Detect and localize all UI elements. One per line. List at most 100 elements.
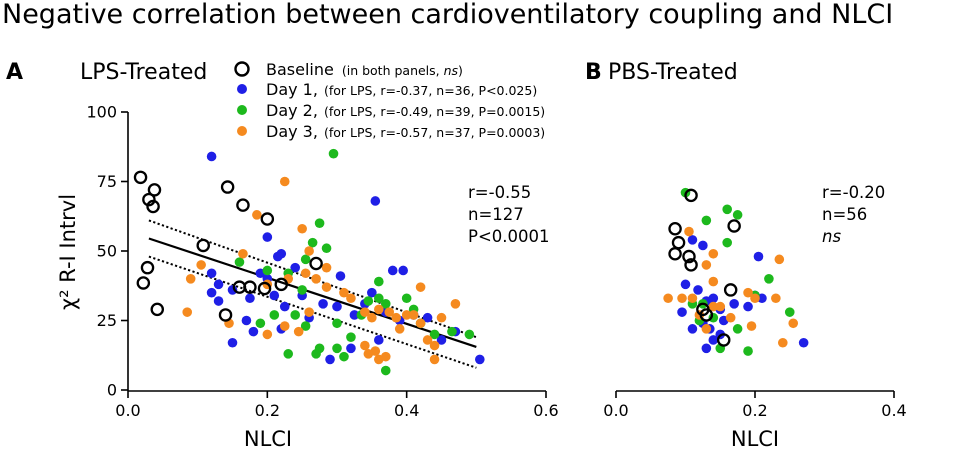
panel-b-stat-ns: ns [822, 227, 841, 246]
panel-a-lps: A LPS-Treated 0.0 0.2 0.4 0.6 0 25 50 75 100 r=-… [6, 60, 559, 449]
panel-a-point-day2 [429, 329, 440, 340]
panel-b-point-baseline [684, 258, 698, 272]
panel-a-point-day3 [262, 329, 273, 340]
panel-a-point-baseline [140, 260, 155, 275]
panel-b-point-day2 [764, 274, 774, 284]
panel-a-point-day1 [206, 287, 217, 298]
panel-a-point-baseline [142, 192, 156, 207]
panel-b-point-day3 [708, 248, 719, 259]
panel-a-axes: 0.0 0.2 0.4 0.6 0 25 50 75 100 [86, 103, 558, 421]
panel-a-point-day3 [279, 176, 290, 187]
panel-a-point-day2 [401, 293, 412, 304]
panel-a-point-day3 [346, 293, 356, 304]
panel-b-xlabel: NLCI [731, 427, 779, 449]
panel-b-point-day1 [680, 279, 691, 290]
panel-a-point-day2 [307, 237, 318, 248]
panel-a-point-baseline [218, 308, 233, 322]
panel-a-point-day1 [387, 265, 398, 276]
panel-a-point-day3 [436, 312, 447, 323]
panel-b-point-day2 [722, 237, 732, 248]
panel-b-point-day1 [677, 307, 687, 317]
panel-b-point-day3 [708, 301, 719, 312]
panel-b-stat-n: n=56 [822, 205, 867, 224]
panel-a-point-day2 [332, 343, 342, 354]
panel-b-point-day1 [753, 251, 764, 262]
panel-b-point-day3 [743, 287, 753, 298]
panel-a-ylabel: χ² R-I Intrvl [56, 194, 80, 310]
panel-a-point-day2 [447, 326, 457, 337]
panel-a-point-day1 [262, 232, 273, 242]
legend-note-baseline-prefix: (in both panels, [342, 63, 444, 78]
panel-a-point-day2 [283, 349, 294, 359]
panel-a-point-day1 [367, 287, 377, 298]
panel-a-point-day1 [332, 301, 342, 312]
panel-a-point-day3 [415, 318, 426, 329]
panel-a-point-day2 [380, 365, 391, 376]
panel-a-point-day3 [384, 307, 395, 317]
panel-a-point-day3 [279, 321, 290, 331]
panel-b-point-day1 [701, 343, 712, 354]
panel-b-point-day3 [677, 293, 687, 304]
panel-b-point-day2 [784, 307, 795, 317]
panel-a-x-tick-label: 0.2 [255, 401, 280, 420]
panel-a-point-day3 [321, 282, 332, 292]
panel-a-point-day3 [339, 287, 349, 298]
panel-a-point-day2 [290, 310, 301, 320]
panel-a-point-day1 [318, 299, 328, 309]
panel-a-point-day3 [293, 326, 304, 337]
panel-a-point-day1 [422, 312, 433, 323]
panel-a-x-tick-label: 0.0 [115, 401, 140, 420]
panel-a-point-day2 [262, 265, 273, 276]
panel-a-point-day2 [321, 243, 332, 254]
panel-b-point-baseline [668, 247, 682, 261]
legend-marker-baseline [234, 61, 250, 77]
panel-a-point-day2 [328, 148, 339, 159]
panel-b-point-day2 [743, 346, 753, 356]
legend-note-baseline-suffix: ) [458, 63, 463, 78]
figure-title: Negative correlation between cardioventi… [2, 0, 894, 30]
panel-a-point-day3 [429, 354, 440, 365]
panel-b-point-day1 [743, 301, 753, 312]
legend-label-day1: Day 1, [266, 80, 318, 99]
panel-a-point-day1 [370, 196, 381, 206]
panel-a-y-tick-label: 75 [97, 172, 117, 191]
legend-note-day2: (for LPS, r=-0.49, n=39, P=0.0015) [324, 104, 545, 119]
panel-a-x-tick-label: 0.4 [394, 401, 419, 420]
panel-a-point-day2 [300, 254, 311, 265]
panel-b-point-day3 [701, 324, 712, 334]
legend-note-baseline-ns: ns [444, 63, 459, 78]
panel-a-point-day1 [248, 326, 259, 337]
panel-a-point-baseline [257, 281, 272, 296]
panel-a-point-day2 [314, 343, 325, 354]
panel-b-letter: B [585, 60, 602, 85]
panel-a-point-day3 [311, 274, 321, 284]
panel-b-point-day1 [708, 335, 719, 345]
panel-a-point-day3 [401, 310, 412, 320]
panel-a-point-day2 [332, 318, 342, 329]
panel-b-point-day3 [701, 260, 712, 270]
panel-a-point-day2 [374, 293, 384, 304]
panel-a-stat-p: P<0.0001 [468, 227, 550, 246]
panel-a-point-day3 [360, 340, 370, 351]
panel-a-point-day3 [304, 246, 314, 256]
panel-a-point-day3 [321, 262, 332, 273]
panel-b-point-day1 [698, 240, 708, 251]
panel-a-point-day2 [234, 257, 245, 267]
panel-a-stat-r: r=-0.55 [468, 183, 531, 202]
panel-a-point-day1 [436, 335, 447, 345]
legend-label-baseline: Baseline [266, 60, 334, 79]
panel-a-point-day1 [206, 268, 217, 279]
legend-entry-day3: Day 3, (for LPS, r=-0.57, n=37, P=0.0003) [266, 122, 545, 141]
panel-a-point-day3 [182, 307, 193, 317]
panel-a-point-day2 [297, 285, 307, 295]
panel-a-point-day2 [464, 329, 475, 340]
legend-label-day3: Day 3, [266, 122, 318, 141]
panel-b-stat-r: r=-0.20 [822, 183, 885, 202]
panel-b-x-tick-label: 0.0 [603, 401, 628, 420]
legend-marker-day1 [237, 84, 247, 94]
panel-a-xlabel: NLCI [244, 427, 292, 449]
panel-b-point-day3 [687, 293, 698, 304]
panel-a-point-day1 [227, 337, 238, 348]
panel-a-title: LPS-Treated [80, 60, 207, 85]
panel-a-y-tick-label: 50 [97, 242, 117, 261]
